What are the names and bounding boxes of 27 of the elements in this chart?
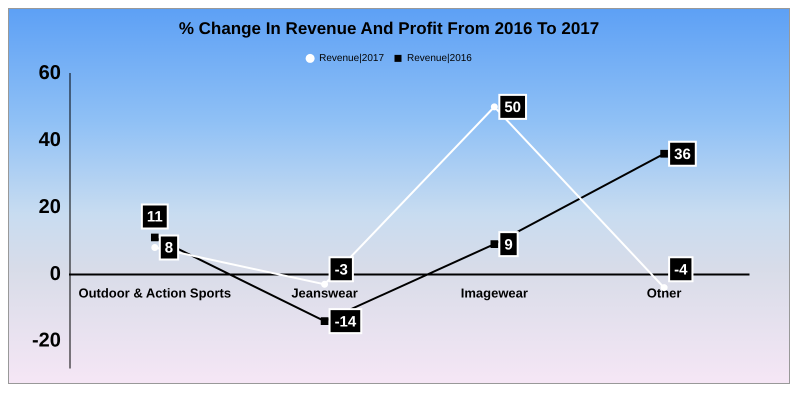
point	[490, 103, 498, 110]
chart-title: % Change In Revenue And Profit From 2016 To 2017	[178, 18, 600, 38]
data-label: -3	[334, 261, 348, 278]
x-tick-label: Other	[646, 286, 682, 301]
x-tick-label: Jeanswear	[291, 286, 358, 301]
data-label: 50	[504, 99, 522, 116]
y-tick-label: 20	[38, 196, 61, 218]
y-tick-label: 40	[38, 128, 61, 151]
point	[150, 234, 159, 242]
point	[660, 150, 668, 158]
data-label: 8	[164, 240, 174, 257]
point	[151, 244, 158, 251]
point	[321, 280, 328, 288]
data-label: 36	[674, 146, 691, 163]
data-label: -4	[674, 261, 688, 278]
x-tick-label: Imagewear	[460, 286, 528, 301]
y-tick-label: 0	[50, 262, 61, 285]
legend-label: Revenue|2016	[407, 53, 472, 64]
data-label: -14	[334, 313, 357, 330]
data-label: 9	[504, 236, 513, 254]
point	[320, 317, 328, 325]
point	[490, 240, 498, 248]
data-label: 11	[146, 208, 163, 226]
x-tick-label: Outdoor & Action Sports	[78, 286, 232, 301]
legend-label: Revenue|2017	[319, 53, 384, 64]
y-tick-label: -20	[32, 330, 61, 352]
y-tick-label: 60	[38, 62, 61, 84]
